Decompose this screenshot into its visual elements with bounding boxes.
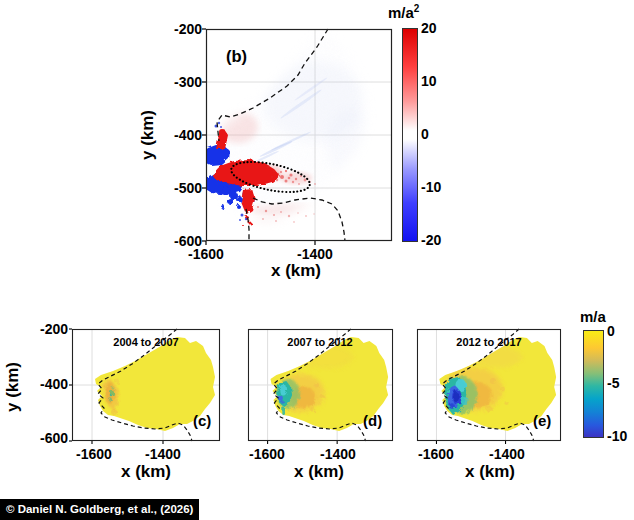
bottom-colorbar: [583, 330, 604, 438]
panel-b-ytick: -400: [152, 127, 202, 143]
figure-page: (b) y (km) -200 -300 -400 -500 -600 -160…: [0, 0, 634, 520]
panel-b-letter: (b): [226, 47, 247, 66]
panel-b-ytick: -500: [152, 180, 202, 196]
panel-e-xtick: -1400: [477, 446, 537, 462]
bottom-ytick: -400: [18, 376, 68, 392]
panel-c-letter: (c): [193, 412, 211, 429]
bottom-ytick: -600: [18, 430, 68, 446]
bottom-colorbar-title: m/a: [580, 308, 606, 325]
panel-b-colorbar-tick: 20: [421, 20, 437, 36]
panel-c-xlabel: x (km): [96, 462, 196, 482]
panel-e-xlabel: x (km): [440, 462, 540, 482]
panel-d-xtick: -1600: [237, 446, 297, 462]
panel-d-axis-ticks: [268, 441, 338, 444]
panel-b-colorbar-tick: -20: [421, 232, 441, 248]
panel-e-xtick: -1600: [406, 446, 466, 462]
panel-b-ytick: -200: [152, 21, 202, 37]
bottom-colorbar-tick: -10: [607, 428, 627, 444]
panel-b-ytick: -300: [152, 74, 202, 90]
panel-b-colorbar-title-sup: 2: [414, 3, 420, 14]
panel-d-letter: (d): [363, 412, 382, 429]
bottom-colorbar-tick: 0: [607, 323, 615, 339]
panel-b-colorbar-tick: 0: [421, 126, 429, 142]
panel-c-period: 2004 to 2007: [91, 336, 201, 348]
panel-e-axis-ticks: [436, 441, 505, 444]
panel-b-xtick: -1400: [285, 246, 345, 262]
panel-d-period: 2007 to 2012: [265, 336, 375, 348]
panel-c-xtick: -1400: [133, 446, 193, 462]
panel-b-colorbar-tick: 10: [421, 73, 437, 89]
panel-d-xlabel: x (km): [269, 462, 369, 482]
panel-b-xtick: -1600: [176, 246, 236, 262]
panel-b-colorbar: [402, 28, 418, 242]
panel-b-colorbar-tick: -10: [421, 179, 441, 195]
panel-c-xtick: -1600: [64, 446, 124, 462]
panel-b-colorbar-title: m/a2: [388, 3, 419, 21]
panel-b-colorbar-title-text: m/a: [388, 4, 414, 21]
panel-e-letter: (e): [533, 412, 551, 429]
bottom-ytick: -200: [18, 321, 68, 337]
attribution-credit: © Daniel N. Goldberg, et al., (2026): [0, 499, 199, 520]
panel-d-xtick: -1400: [308, 446, 368, 462]
bottom-colorbar-tick: -5: [607, 375, 619, 391]
panel-b-xlabel: x (km): [246, 261, 346, 281]
panel-e-period: 2012 to 2017: [434, 336, 544, 348]
